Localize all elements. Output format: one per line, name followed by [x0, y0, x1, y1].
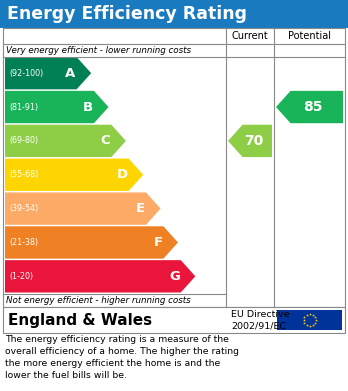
Polygon shape — [228, 125, 272, 157]
Text: EU Directive
2002/91/EC: EU Directive 2002/91/EC — [231, 310, 290, 330]
Text: G: G — [169, 270, 180, 283]
Polygon shape — [5, 159, 143, 191]
Bar — [0, 0, 348, 28]
Text: B: B — [83, 100, 93, 113]
Text: E: E — [136, 202, 145, 215]
Polygon shape — [5, 192, 161, 225]
Text: Not energy efficient - higher running costs: Not energy efficient - higher running co… — [6, 296, 191, 305]
Text: (21-38): (21-38) — [9, 238, 38, 247]
Text: (39-54): (39-54) — [9, 204, 38, 213]
Text: 70: 70 — [244, 134, 263, 148]
Text: A: A — [65, 67, 76, 80]
Text: England & Wales: England & Wales — [8, 312, 152, 328]
Bar — [3, 307, 345, 333]
Text: (55-68): (55-68) — [9, 170, 38, 179]
Text: The energy efficiency rating is a measure of the
overall efficiency of a home. T: The energy efficiency rating is a measur… — [5, 335, 239, 380]
Text: F: F — [153, 236, 163, 249]
Bar — [3, 28, 345, 307]
Text: (92-100): (92-100) — [9, 69, 43, 78]
Polygon shape — [5, 125, 126, 157]
Text: Very energy efficient - lower running costs: Very energy efficient - lower running co… — [6, 46, 191, 55]
Text: 85: 85 — [303, 100, 323, 114]
Text: Energy Efficiency Rating: Energy Efficiency Rating — [7, 5, 247, 23]
Polygon shape — [276, 91, 343, 123]
Text: (69-80): (69-80) — [9, 136, 38, 145]
Polygon shape — [5, 260, 195, 292]
Polygon shape — [5, 226, 178, 258]
Text: (1-20): (1-20) — [9, 272, 33, 281]
Text: Potential: Potential — [288, 31, 331, 41]
Text: Current: Current — [232, 31, 268, 41]
Text: (81-91): (81-91) — [9, 102, 38, 111]
Text: D: D — [117, 168, 128, 181]
Text: C: C — [101, 135, 110, 147]
Polygon shape — [5, 57, 91, 90]
Bar — [277, 310, 342, 330]
Polygon shape — [5, 91, 109, 123]
